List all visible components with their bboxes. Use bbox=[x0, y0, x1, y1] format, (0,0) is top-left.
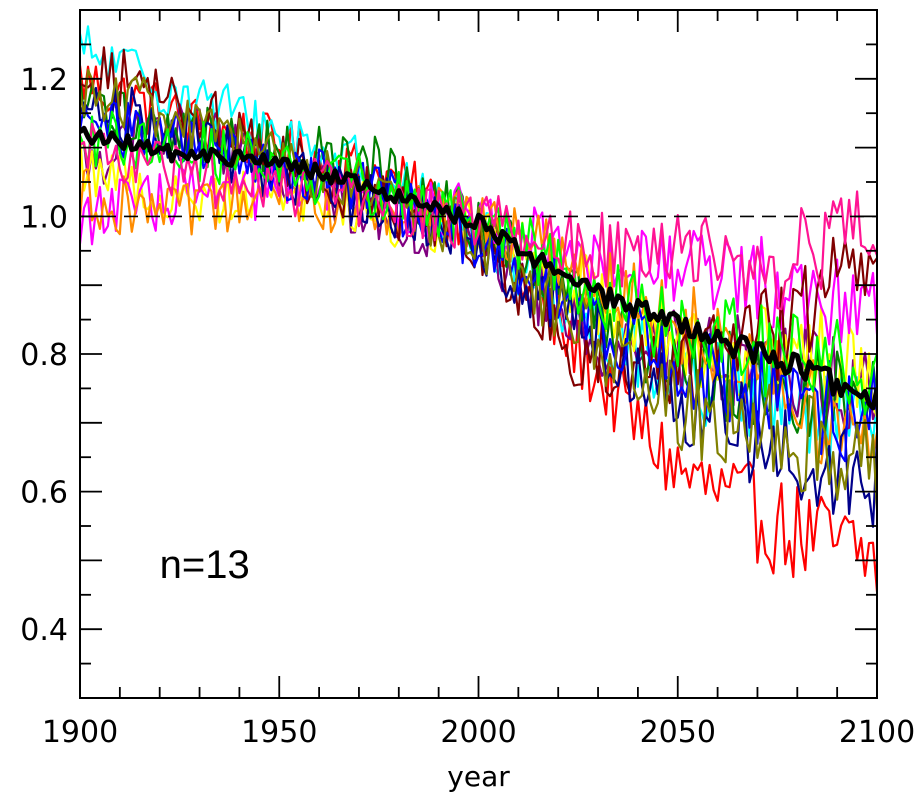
ensemble-mean-line bbox=[80, 125, 877, 411]
series-lines bbox=[80, 25, 877, 592]
x-tick-label: 2050 bbox=[640, 715, 716, 750]
y-tick-label: 1.2 bbox=[20, 63, 68, 98]
y-tick-labels: 0.4 0.6 0.8 1.0 1.2 bbox=[20, 63, 68, 648]
model-series-line-13 bbox=[80, 122, 877, 311]
sample-size-annotation: n=13 bbox=[160, 543, 250, 587]
x-tick-label: 2000 bbox=[440, 715, 516, 750]
x-tick-labels: 1900 1950 2000 2050 2100 bbox=[42, 715, 915, 750]
axis-ticks bbox=[79, 9, 878, 699]
x-tick-label: 1950 bbox=[241, 715, 317, 750]
model-series-line-11 bbox=[80, 68, 877, 511]
y-tick-label: 0.6 bbox=[20, 476, 68, 511]
x-tick-label: 1900 bbox=[42, 715, 118, 750]
y-tick-label: 0.4 bbox=[20, 613, 68, 648]
y-tick-label: 1.0 bbox=[20, 200, 68, 235]
x-tick-label: 2100 bbox=[839, 715, 915, 750]
y-tick-label: 0.8 bbox=[20, 338, 68, 373]
x-axis-title: year bbox=[447, 760, 510, 793]
